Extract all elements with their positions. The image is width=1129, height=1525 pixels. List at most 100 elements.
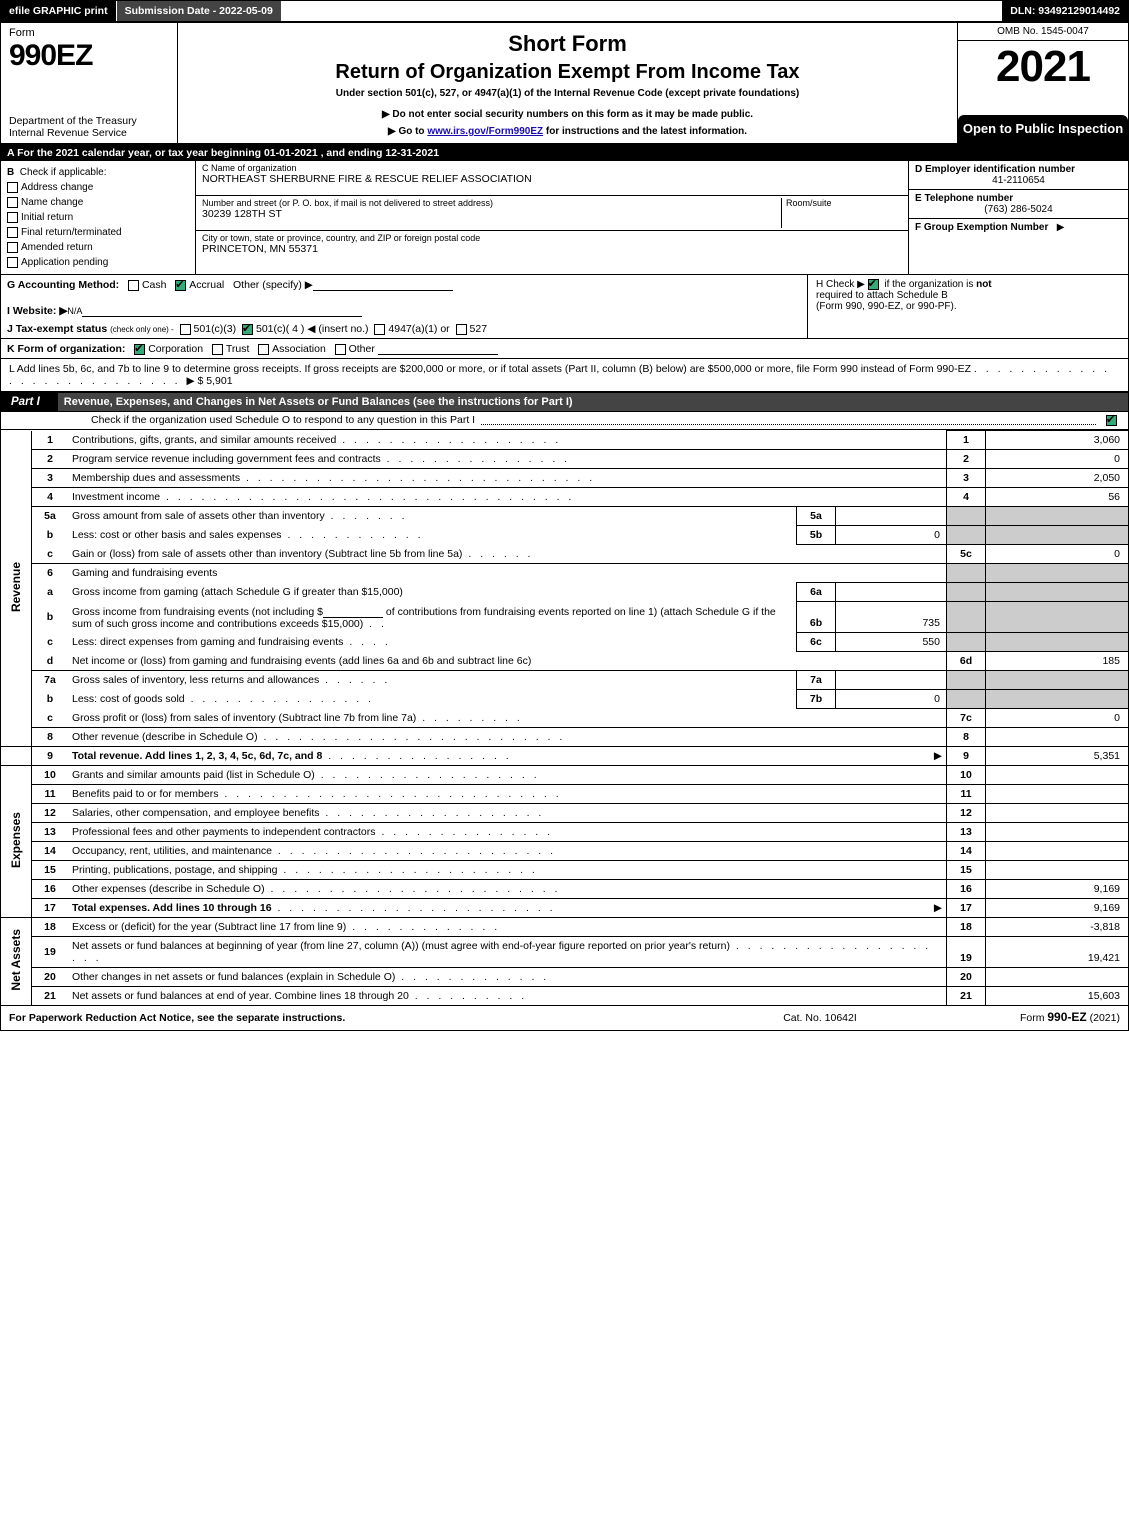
line-20-num: 20 bbox=[32, 968, 69, 987]
line-2-num: 2 bbox=[32, 450, 69, 469]
line-7b-outval bbox=[986, 690, 1129, 709]
line-7c-outnum: 7c bbox=[947, 709, 986, 728]
amended-return-label: Amended return bbox=[21, 242, 93, 253]
dots-filler bbox=[481, 414, 1096, 425]
line-6a-desc: Gross income from gaming (attach Schedul… bbox=[72, 586, 403, 598]
efile-print-button[interactable]: efile GRAPHIC print bbox=[1, 1, 117, 21]
line-7a-desc: Gross sales of inventory, less returns a… bbox=[72, 674, 319, 686]
checkbox-address-change[interactable] bbox=[7, 182, 18, 193]
other-label: Other (specify) ▶ bbox=[233, 279, 313, 291]
website-input[interactable] bbox=[82, 304, 362, 317]
line-5b-inval: 0 bbox=[836, 526, 947, 545]
c-name-label: C Name of organization bbox=[202, 163, 902, 173]
checkbox-final-return[interactable] bbox=[7, 227, 18, 238]
line-15-desc: Printing, publications, postage, and shi… bbox=[72, 864, 277, 876]
line-2-value: 0 bbox=[986, 450, 1129, 469]
checkbox-501c3[interactable] bbox=[180, 324, 191, 335]
footer-left: For Paperwork Reduction Act Notice, see … bbox=[9, 1012, 720, 1024]
line-19-outnum: 19 bbox=[947, 937, 986, 968]
checkbox-application-pending[interactable] bbox=[7, 257, 18, 268]
line-9-arrow: ▶ bbox=[934, 750, 942, 762]
footer-cat-no: Cat. No. 10642I bbox=[720, 1012, 920, 1024]
i-label: I Website: ▶ bbox=[7, 305, 67, 317]
line-6b-outnum bbox=[947, 602, 986, 633]
checkbox-corporation[interactable] bbox=[134, 344, 145, 355]
subtitle: Under section 501(c), 527, or 4947(a)(1)… bbox=[188, 88, 947, 99]
checkbox-accrual[interactable] bbox=[175, 280, 186, 291]
line-3-num: 3 bbox=[32, 469, 69, 488]
checkbox-cash[interactable] bbox=[128, 280, 139, 291]
line-6-num: 6 bbox=[32, 564, 69, 583]
open-public-badge: Open to Public Inspection bbox=[958, 115, 1128, 143]
line-16-outnum: 16 bbox=[947, 880, 986, 899]
line-7a-innum: 7a bbox=[797, 671, 836, 690]
col-c: C Name of organization NORTHEAST SHERBUR… bbox=[196, 161, 908, 274]
col-d: D Employer identification number 41-2110… bbox=[908, 161, 1128, 274]
line-5c-desc: Gain or (loss) from sale of assets other… bbox=[72, 548, 462, 560]
checkbox-4947[interactable] bbox=[374, 324, 385, 335]
header-right: OMB No. 1545-0047 2021 Open to Public In… bbox=[957, 23, 1128, 143]
checkbox-association[interactable] bbox=[258, 344, 269, 355]
g-label: G Accounting Method: bbox=[7, 279, 119, 291]
line-17-outnum: 17 bbox=[947, 899, 986, 918]
line-18-num: 18 bbox=[32, 918, 69, 937]
finance-table: Revenue 1 Contributions, gifts, grants, … bbox=[1, 430, 1128, 1006]
line-1-num: 1 bbox=[32, 431, 69, 450]
name-change-label: Name change bbox=[21, 197, 83, 208]
line-13-value bbox=[986, 823, 1129, 842]
line-5a-outnum bbox=[947, 507, 986, 526]
line-5b-outval bbox=[986, 526, 1129, 545]
line-4-num: 4 bbox=[32, 488, 69, 507]
checkbox-h[interactable] bbox=[868, 279, 879, 290]
checkbox-initial-return[interactable] bbox=[7, 212, 18, 223]
h-line2: required to attach Schedule B bbox=[816, 290, 948, 301]
line-13-desc: Professional fees and other payments to … bbox=[72, 826, 376, 838]
line-5c-outnum: 5c bbox=[947, 545, 986, 564]
topbar: efile GRAPHIC print Submission Date - 20… bbox=[1, 1, 1128, 23]
checkbox-trust[interactable] bbox=[212, 344, 223, 355]
line-6b-input[interactable] bbox=[323, 605, 383, 618]
checkbox-name-change[interactable] bbox=[7, 197, 18, 208]
line-5a-desc: Gross amount from sale of assets other t… bbox=[72, 510, 325, 522]
h-pre: H Check ▶ bbox=[816, 279, 868, 290]
line-6d-num: d bbox=[32, 652, 69, 671]
irs-link[interactable]: www.irs.gov/Form990EZ bbox=[427, 126, 543, 137]
line-16-num: 16 bbox=[32, 880, 69, 899]
other-specify-input[interactable] bbox=[313, 278, 453, 291]
line-6b-outval bbox=[986, 602, 1129, 633]
line-9-value: 5,351 bbox=[986, 747, 1129, 766]
part-i-header: Part I Revenue, Expenses, and Changes in… bbox=[1, 392, 1128, 412]
line-8-num: 8 bbox=[32, 728, 69, 747]
trust-label: Trust bbox=[226, 343, 250, 355]
tax-year: 2021 bbox=[958, 41, 1128, 89]
line-10-num: 10 bbox=[32, 766, 69, 785]
checkbox-501c[interactable] bbox=[242, 324, 253, 335]
checkbox-other-org[interactable] bbox=[335, 344, 346, 355]
line-20-outnum: 20 bbox=[947, 968, 986, 987]
line-18-outnum: 18 bbox=[947, 918, 986, 937]
page-container: efile GRAPHIC print Submission Date - 20… bbox=[0, 0, 1129, 1031]
line-17-value: 9,169 bbox=[986, 899, 1129, 918]
line-15-num: 15 bbox=[32, 861, 69, 880]
j-arrow: ◀ bbox=[307, 323, 315, 335]
line-7c-value: 0 bbox=[986, 709, 1129, 728]
dln-label: DLN: 93492129014492 bbox=[1002, 1, 1128, 21]
insert-no-label: (insert no.) bbox=[318, 323, 368, 335]
check-if-label: Check if applicable: bbox=[20, 167, 107, 178]
line-9-outnum: 9 bbox=[947, 747, 986, 766]
line-16-value: 9,169 bbox=[986, 880, 1129, 899]
line-6c-inval: 550 bbox=[836, 633, 947, 652]
checkbox-527[interactable] bbox=[456, 324, 467, 335]
checkbox-amended-return[interactable] bbox=[7, 242, 18, 253]
line-7a-outval bbox=[986, 671, 1129, 690]
line-5c-value: 0 bbox=[986, 545, 1129, 564]
city-value: PRINCETON, MN 55371 bbox=[202, 243, 318, 255]
line-21-outnum: 21 bbox=[947, 987, 986, 1006]
line-6a-inval bbox=[836, 583, 947, 602]
footer-right-post: (2021) bbox=[1087, 1012, 1120, 1024]
other-org-input[interactable] bbox=[378, 342, 498, 355]
checkbox-sched-o[interactable] bbox=[1106, 415, 1117, 426]
line-5b-desc: Less: cost or other basis and sales expe… bbox=[72, 529, 282, 541]
form-number: 990EZ bbox=[9, 39, 169, 73]
line-11-num: 11 bbox=[32, 785, 69, 804]
